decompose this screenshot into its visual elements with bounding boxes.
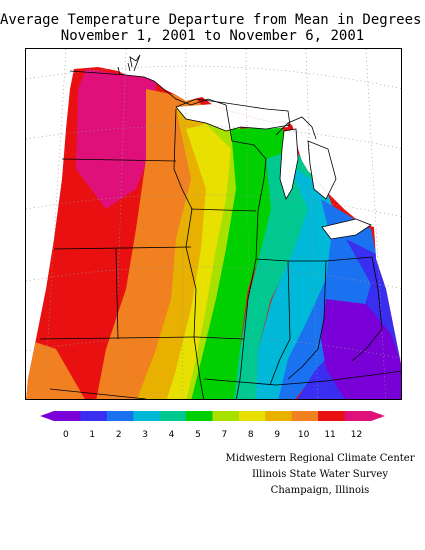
legend-tick-label: 7 [222, 430, 228, 440]
credit-center: Midwestern Regional Climate Center [225, 453, 415, 464]
credit-location: Champaign, Illinois [270, 485, 370, 496]
map-canvas [26, 49, 401, 399]
legend-swatch [291, 411, 319, 421]
legend-tick-label: 4 [169, 430, 175, 440]
credit-survey: Illinois State Water Survey [251, 469, 388, 480]
temperature-departure-map [25, 48, 402, 400]
legend-swatch [186, 411, 213, 421]
legend-bar [40, 411, 385, 421]
orange-zone [96, 89, 216, 399]
legend-swatch [133, 411, 161, 421]
legend-swatch [238, 411, 266, 421]
legend-swatch [212, 411, 240, 421]
legend-swatch [159, 411, 187, 421]
aqua-green-zone [234, 149, 316, 399]
magenta-zone [76, 69, 156, 209]
legend-tick-label: 10 [298, 430, 310, 440]
legend-arrow-low [40, 411, 54, 421]
lime-zone [186, 119, 246, 399]
legend-tick-label: 8 [248, 430, 254, 440]
graticule [26, 49, 401, 399]
legend-swatch [80, 411, 108, 421]
violet-zone [321, 299, 401, 399]
legend-swatch [318, 411, 346, 421]
legend-tick-label: 11 [324, 430, 335, 440]
legend-tick-label: 9 [274, 430, 280, 440]
legend-swatch [106, 411, 134, 421]
lake-shorelines [129, 54, 372, 240]
map-date-range: November 1, 2001 to November 6, 2001 [60, 28, 365, 44]
lake-erie [322, 219, 371, 239]
legend-swatch [265, 411, 293, 421]
color-legend: 0 1 2 3 4 5 7 8 9 10 11 12 [40, 411, 385, 440]
legend-tick-label: 2 [116, 430, 122, 440]
map-title: Average Temperature Departure from Mean … [0, 12, 425, 28]
legend-tick-label: 0 [63, 430, 69, 440]
legend-tick-label: 12 [351, 430, 362, 440]
legend-tick-label: 3 [142, 430, 148, 440]
legend-labels: 0 1 2 3 4 5 7 8 9 10 11 12 [63, 430, 362, 440]
cyan-zone [256, 164, 341, 399]
legend-tick-label: 1 [89, 430, 95, 440]
legend-arrow-high [371, 411, 385, 421]
legend-swatch [54, 411, 81, 421]
state-boundaries [39, 62, 401, 399]
legend-swatch [344, 411, 372, 421]
yellow-zone [166, 119, 241, 399]
legend-tick-label: 5 [195, 430, 201, 440]
